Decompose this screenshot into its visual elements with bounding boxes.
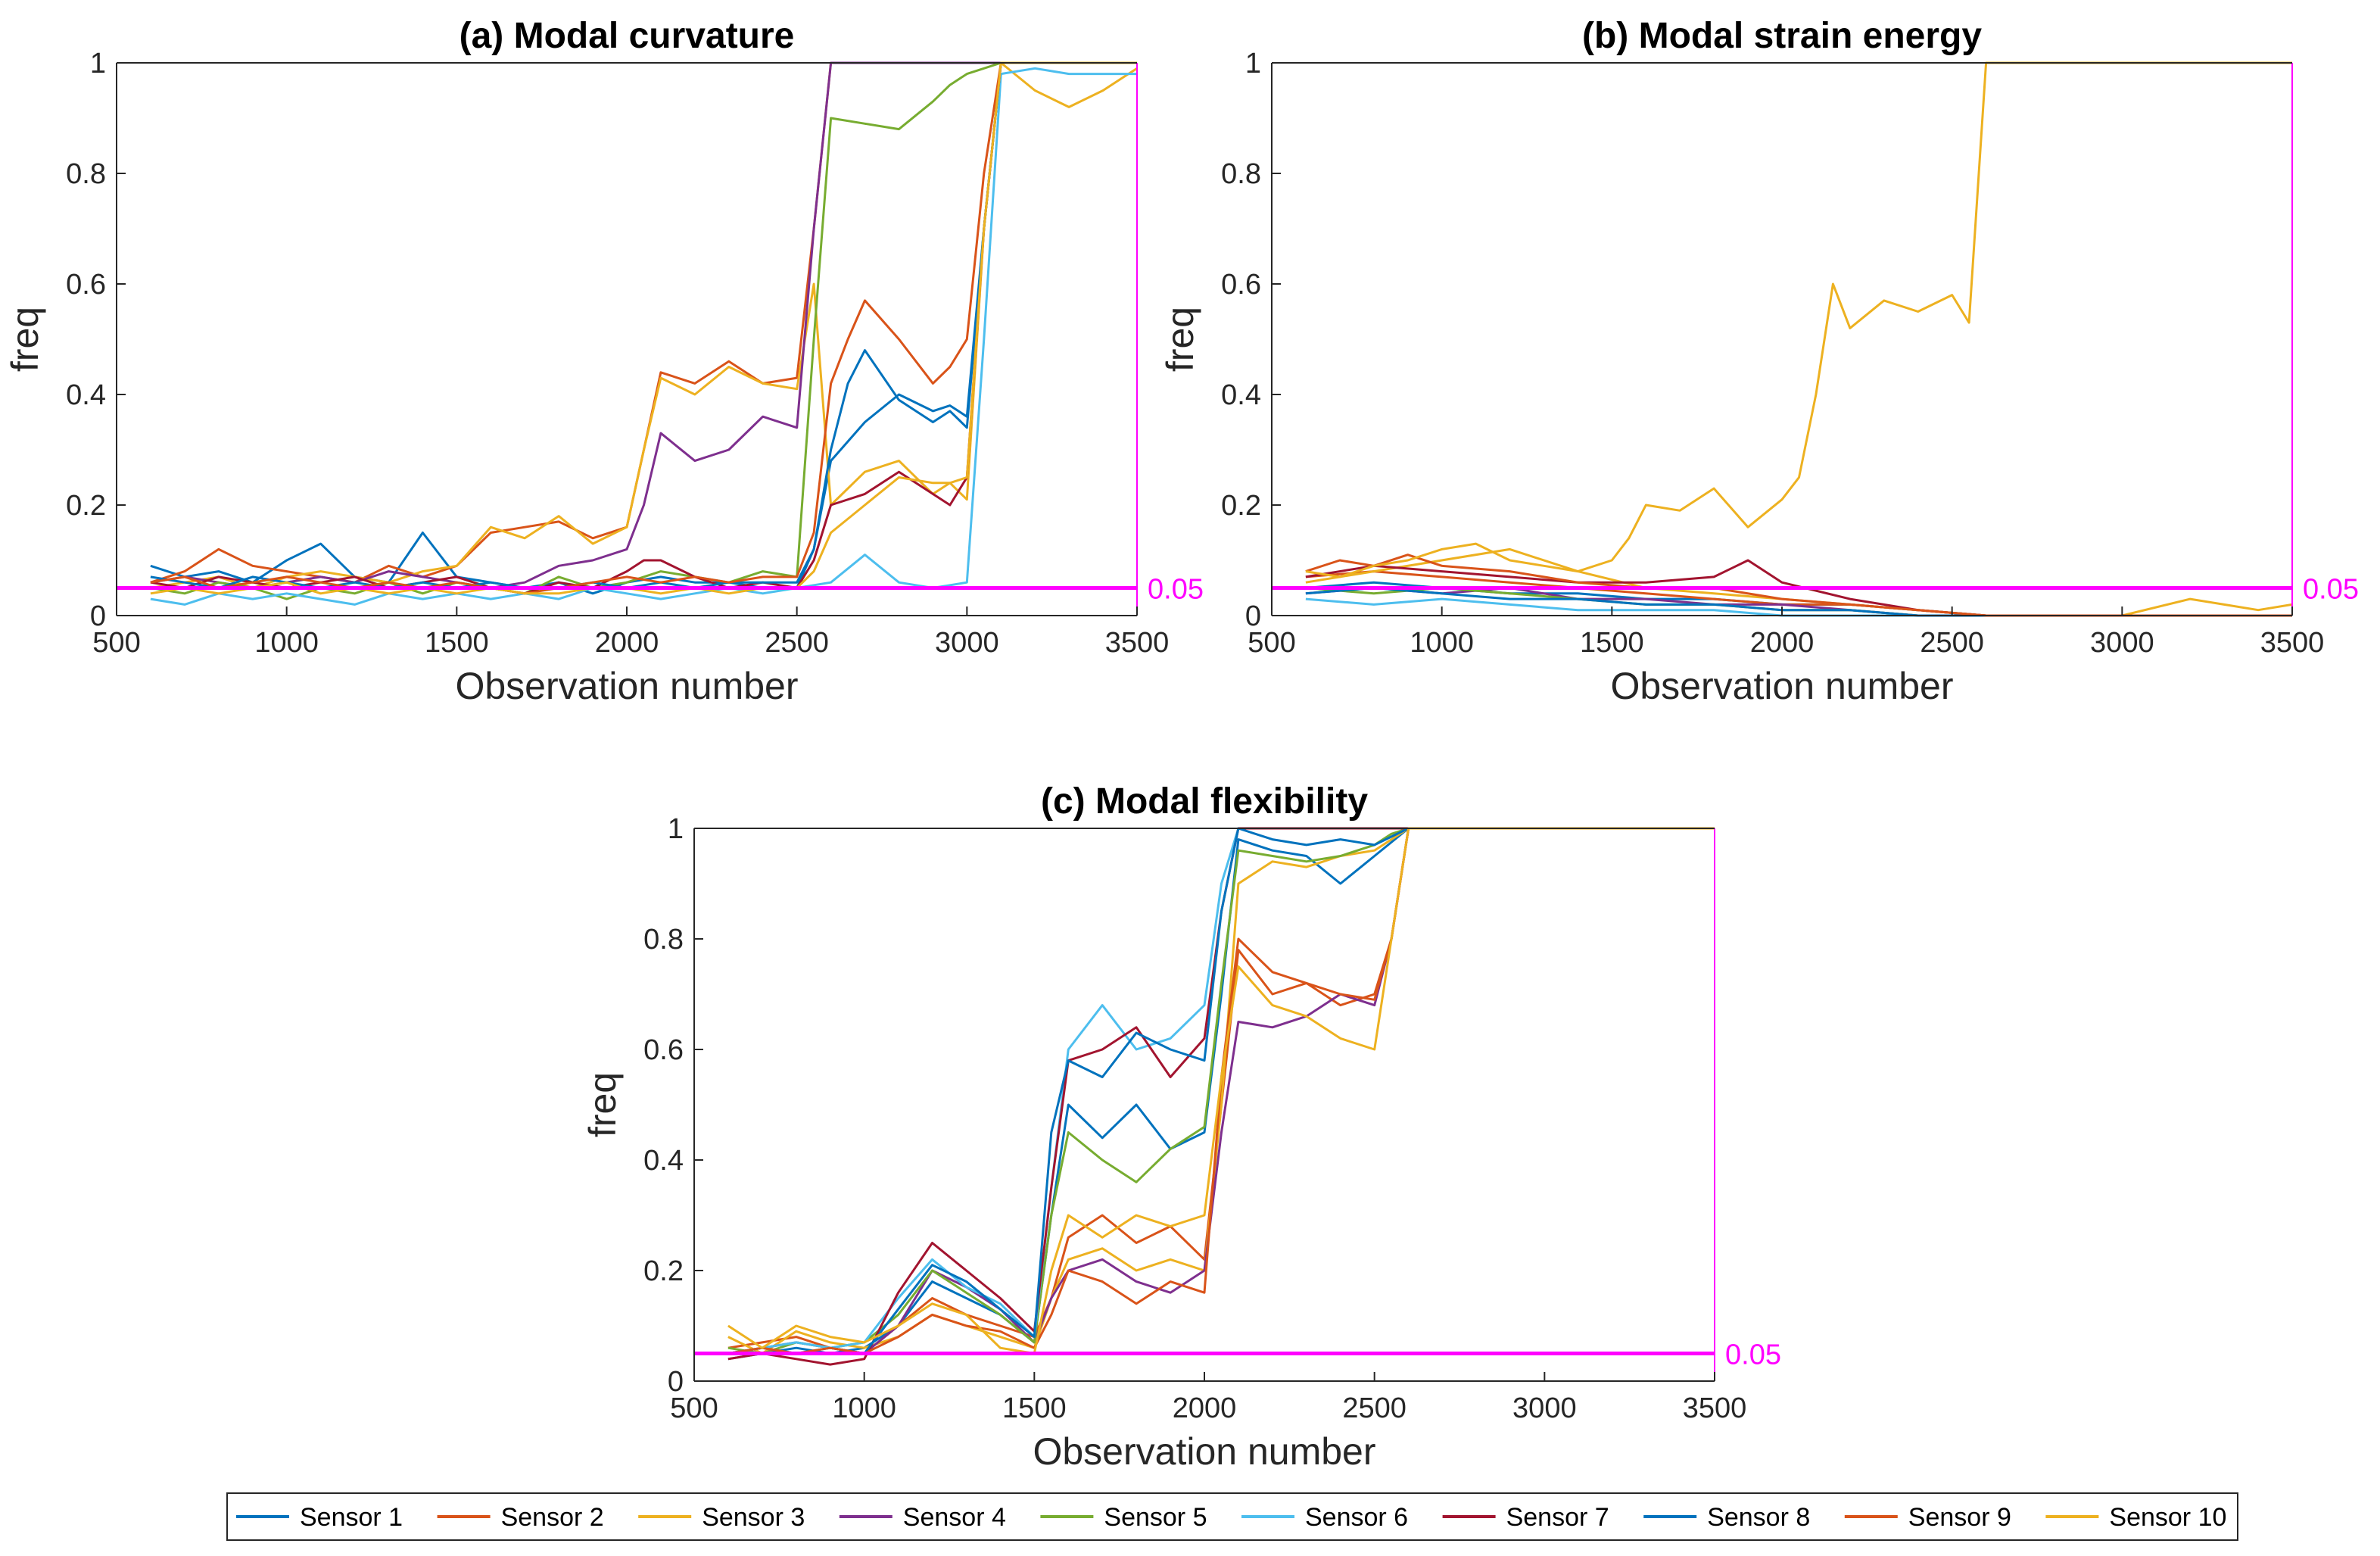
y-tick-label: 0.4 [643, 1145, 684, 1177]
y-axis-label: freq [4, 307, 46, 372]
x-tick-label: 1500 [1580, 627, 1644, 659]
series-line-sensor-9 [150, 61, 1137, 595]
chart-panel-1: (a) Modal curvature 0.05 500 1000 1500 2000 25… [4, 16, 1204, 707]
y-tick-label: 1 [1245, 48, 1261, 80]
series-line-sensor-9 [727, 827, 1715, 1355]
threshold-label: 0.05 [2303, 574, 2359, 606]
x-tick-label: 2500 [1342, 1392, 1407, 1424]
legend-item: Sensor 1 [236, 1503, 403, 1532]
legend-label: Sensor 7 [1506, 1503, 1609, 1532]
x-tick-label: 3500 [1683, 1392, 1747, 1424]
x-tick-label: 2000 [595, 627, 659, 659]
x-tick-label: 500 [92, 627, 140, 659]
y-tick-label: 0.8 [1221, 158, 1261, 190]
x-tick-label: 1000 [254, 627, 319, 659]
threshold-label: 0.05 [1725, 1339, 1781, 1371]
legend-item: Sensor 3 [638, 1503, 805, 1532]
y-axis-label: freq [581, 1072, 624, 1137]
y-tick-label: 1 [668, 813, 684, 845]
chart-title: (a) Modal curvature [459, 16, 795, 56]
series-line-sensor-10 [727, 827, 1715, 1355]
x-tick-label: 1500 [1002, 1392, 1067, 1424]
x-axis-label: Observation number [455, 665, 798, 707]
y-tick-label: 0.8 [643, 924, 684, 956]
series-line-sensor-5 [727, 827, 1715, 1355]
legend-label: Sensor 6 [1305, 1503, 1408, 1532]
y-tick-label: 0.6 [1221, 269, 1261, 301]
chart-title: (c) Modal flexibility [1041, 781, 1368, 822]
x-tick-label: 1500 [425, 627, 489, 659]
y-tick-label: 0.6 [643, 1034, 684, 1066]
y-axis-label: freq [1159, 307, 1201, 372]
x-tick-label: 1000 [832, 1392, 896, 1424]
x-tick-label: 3500 [2260, 627, 2325, 659]
legend-label: Sensor 10 [2109, 1503, 2226, 1532]
y-tick-label: 0.8 [66, 158, 106, 190]
x-tick-label: 3000 [1512, 1392, 1577, 1424]
x-tick-label: 3000 [2090, 627, 2154, 659]
x-tick-label: 3500 [1105, 627, 1170, 659]
threshold-label: 0.05 [1148, 574, 1204, 606]
legend-item: Sensor 9 [1844, 1503, 2011, 1532]
x-tick-label: 2500 [1920, 627, 1984, 659]
plot-area [694, 828, 1715, 1381]
x-tick-label: 500 [670, 1392, 718, 1424]
x-tick-label: 2500 [765, 627, 829, 659]
x-tick-label: 1000 [1410, 627, 1474, 659]
legend-item: Sensor 10 [2045, 1503, 2226, 1532]
legend-item: Sensor 6 [1241, 1503, 1408, 1532]
y-tick-label: 0.4 [66, 379, 106, 411]
legend: Sensor 1 Sensor 2 Sensor 3 Sensor 4 Sensor 5… [226, 1492, 2238, 1541]
series-line-sensor-6 [150, 67, 1137, 606]
chart-title: (b) Modal strain energy [1582, 16, 1982, 56]
plot-area [1272, 63, 2292, 616]
legend-label: Sensor 1 [300, 1503, 403, 1532]
legend-item: Sensor 4 [839, 1503, 1006, 1532]
y-tick-label: 1 [90, 48, 106, 80]
x-tick-label: 2000 [1173, 1392, 1237, 1424]
x-tick-label: 2000 [1750, 627, 1815, 659]
legend-label: Sensor 3 [702, 1503, 805, 1532]
legend-item: Sensor 8 [1643, 1503, 1810, 1532]
x-axis-label: Observation number [1033, 1430, 1375, 1473]
chart-panel-2: (b) Modal strain energy 0.05 500 1000 1500 20… [1159, 16, 2359, 707]
legend-box [226, 1492, 2238, 1541]
y-tick-label: 0 [668, 1366, 684, 1398]
x-axis-label: Observation number [1610, 665, 1953, 707]
x-tick-label: 3000 [935, 627, 999, 659]
x-tick-label: 500 [1248, 627, 1295, 659]
y-tick-label: 0 [1245, 600, 1261, 632]
y-tick-label: 0 [90, 600, 106, 632]
y-tick-label: 0.6 [66, 269, 106, 301]
legend-label: Sensor 9 [1908, 1503, 2011, 1532]
legend-item: Sensor 7 [1442, 1503, 1609, 1532]
legend-label: Sensor 5 [1104, 1503, 1207, 1532]
legend-item: Sensor 5 [1040, 1503, 1207, 1532]
y-tick-label: 0.4 [1221, 379, 1261, 411]
legend-item: Sensor 2 [437, 1503, 604, 1532]
legend-label: Sensor 2 [501, 1503, 604, 1532]
y-tick-label: 0.2 [643, 1255, 684, 1287]
legend-label: Sensor 8 [1707, 1503, 1810, 1532]
y-tick-label: 0.2 [1221, 490, 1261, 522]
y-tick-label: 0.2 [66, 490, 106, 522]
chart-panel-3: (c) Modal flexibility 0.05 500 1000 1500 2000… [581, 781, 1781, 1473]
legend-label: Sensor 4 [903, 1503, 1006, 1532]
